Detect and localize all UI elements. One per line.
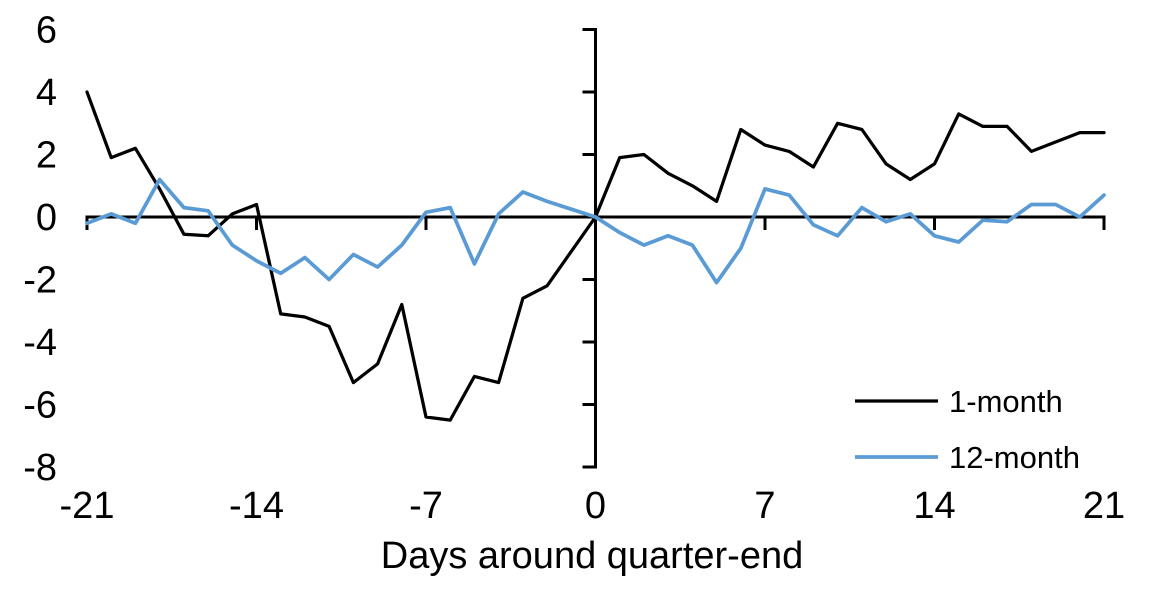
y-tick-label: -4 xyxy=(23,322,57,364)
x-axis-title: Days around quarter-end xyxy=(381,535,803,577)
x-tick-label: 14 xyxy=(913,485,955,527)
legend-label-12-month: 12-month xyxy=(949,440,1080,475)
x-tick-label: -7 xyxy=(409,485,443,527)
legend-label-1-month: 1-month xyxy=(949,384,1063,419)
x-tick-label: 0 xyxy=(585,485,606,527)
y-tick-label: 0 xyxy=(36,197,57,239)
tick-labels: -21 -14 -7 0 7 14 21 6 4 2 0 -2 -4 -6 -8 xyxy=(23,10,1125,528)
series-lines xyxy=(85,90,1106,422)
y-tick-label: 2 xyxy=(36,135,57,177)
series-line-12-month xyxy=(85,177,1106,285)
y-tick-label: 6 xyxy=(36,10,57,52)
x-tick-label: 21 xyxy=(1083,485,1125,527)
y-tick-label: -6 xyxy=(23,385,57,427)
x-tick-label: -14 xyxy=(229,485,284,527)
legend: 1-month 12-month xyxy=(855,384,1080,475)
y-tick-label: -8 xyxy=(23,447,57,489)
x-tick-label: -21 xyxy=(60,485,115,527)
x-tick-label: 7 xyxy=(754,485,775,527)
y-tick-label: 4 xyxy=(36,72,57,114)
y-tick-label: -2 xyxy=(23,260,57,302)
